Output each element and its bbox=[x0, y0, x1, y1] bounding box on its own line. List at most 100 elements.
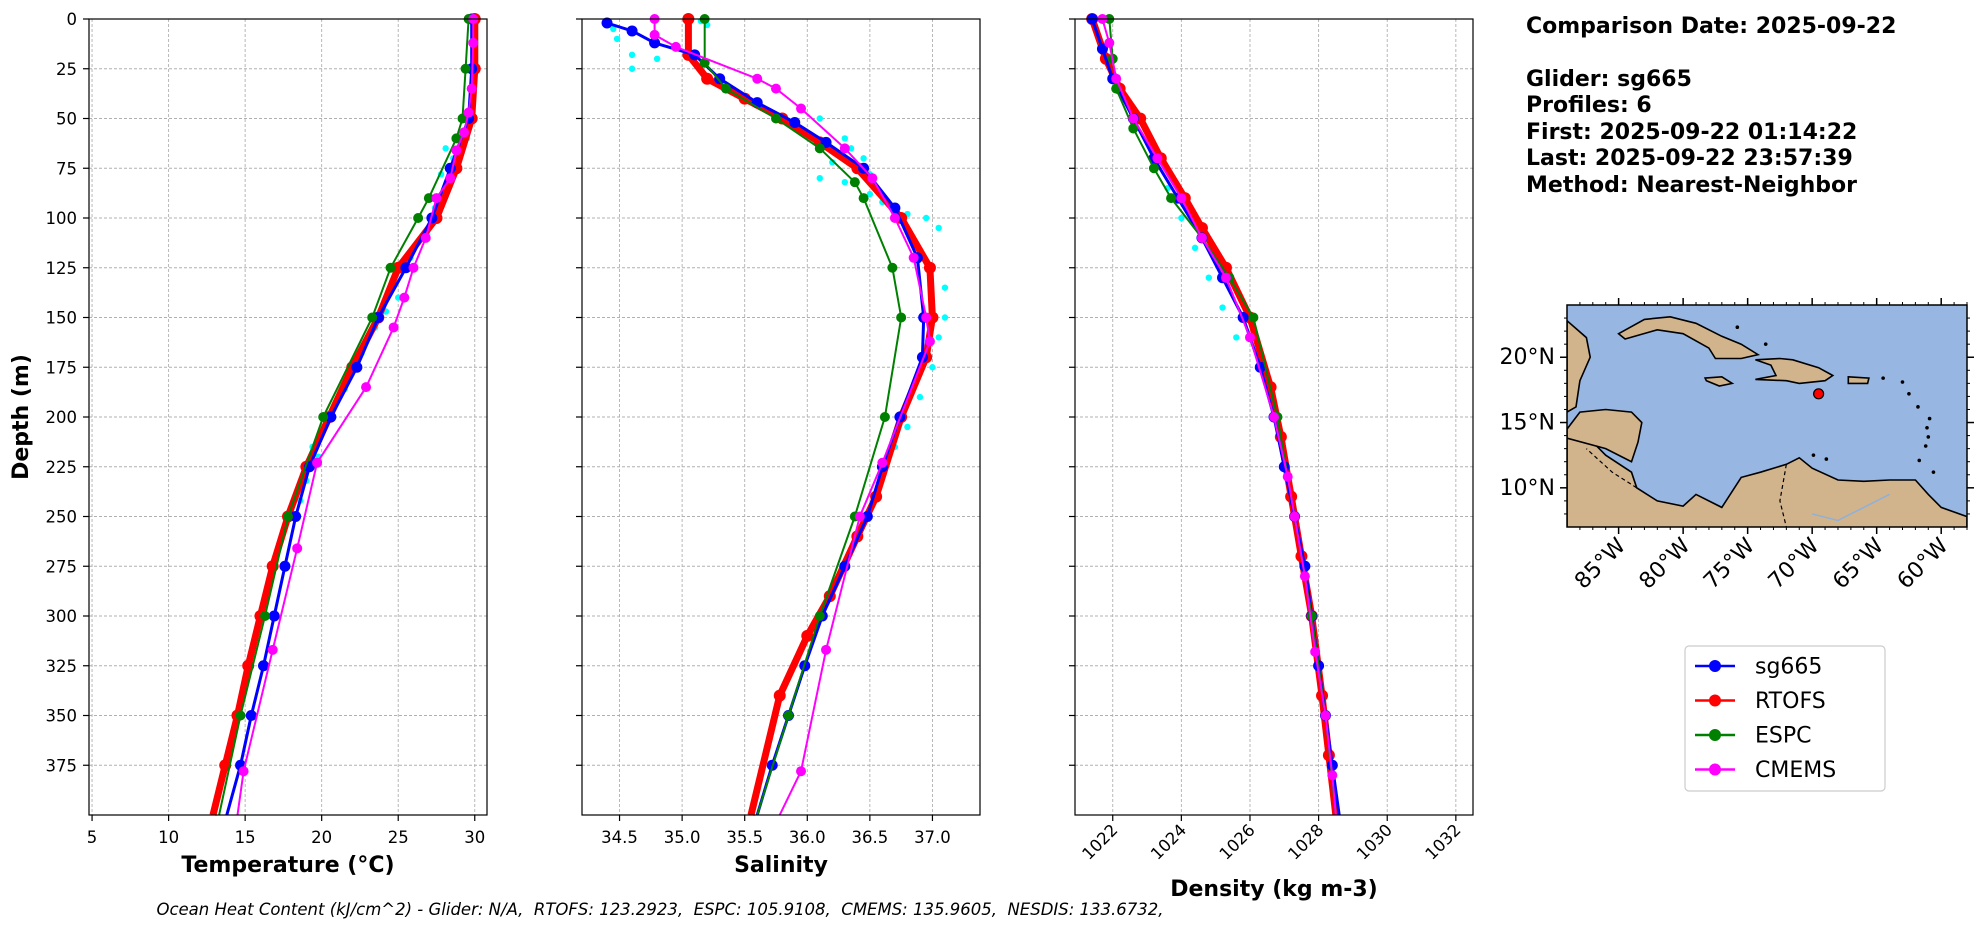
point-cmems bbox=[889, 213, 900, 223]
x-tick-label: 35.5 bbox=[726, 828, 763, 847]
scatter-point bbox=[628, 51, 636, 59]
point-sg665 bbox=[245, 710, 257, 721]
legend-label: RTOFS bbox=[1755, 689, 1826, 714]
island bbox=[1763, 342, 1768, 346]
point-cmems bbox=[388, 322, 399, 333]
y-axis bbox=[576, 18, 582, 766]
island bbox=[1881, 376, 1885, 380]
point-cmems bbox=[1152, 153, 1163, 164]
series-sg665 bbox=[1086, 13, 1341, 816]
lon-tick-label: 70°W bbox=[1764, 533, 1825, 594]
point-sg665 bbox=[714, 73, 726, 85]
scatter-point bbox=[866, 190, 874, 198]
point-sg665 bbox=[861, 511, 873, 522]
point-rtofs bbox=[801, 629, 814, 642]
point-espc bbox=[879, 412, 890, 422]
scatter-point bbox=[941, 314, 949, 321]
island bbox=[1931, 470, 1936, 474]
y-axis bbox=[1069, 18, 1075, 766]
land-yucatan bbox=[1567, 319, 1592, 414]
x-tick-label: 35.0 bbox=[664, 828, 701, 847]
legend-marker bbox=[1709, 660, 1721, 672]
river bbox=[1811, 493, 1890, 522]
point-cmems bbox=[821, 644, 832, 655]
first-profile-time: First: 2025-09-22 01:14:22 bbox=[1526, 119, 1858, 145]
point-rtofs bbox=[923, 261, 936, 274]
point-cmems bbox=[867, 173, 878, 184]
land bbox=[1567, 315, 1967, 527]
land-puerto-rico bbox=[1847, 375, 1870, 385]
x-tick-label: 1028 bbox=[1284, 820, 1327, 863]
y-tick-label: 150 bbox=[46, 309, 78, 328]
point-sg665 bbox=[789, 116, 801, 128]
raw-scatter bbox=[1150, 165, 1240, 341]
x-axis: 5 10 15 20 25 30 bbox=[87, 815, 485, 847]
point-cmems bbox=[466, 83, 477, 94]
point-cmems bbox=[796, 766, 807, 777]
border bbox=[1779, 464, 1787, 527]
point-espc bbox=[814, 143, 825, 154]
grid bbox=[89, 18, 487, 815]
point-espc bbox=[413, 213, 424, 223]
x-tick-label: 1032 bbox=[1422, 820, 1465, 863]
scatter-point bbox=[935, 224, 942, 232]
island bbox=[1900, 380, 1905, 384]
point-espc bbox=[367, 312, 378, 323]
y-tick-label: 250 bbox=[46, 508, 78, 527]
scatter-point bbox=[941, 284, 949, 291]
point-cmems bbox=[431, 193, 442, 204]
scatter-point bbox=[653, 55, 661, 62]
point-cmems bbox=[752, 73, 763, 84]
glider-position-marker bbox=[1813, 388, 1825, 400]
point-rtofs bbox=[1219, 261, 1232, 274]
comparison-date: Comparison Date: 2025-09-22 bbox=[1526, 14, 1897, 39]
y-tick-label: 175 bbox=[46, 358, 78, 377]
point-espc bbox=[423, 193, 434, 204]
point-cmems bbox=[649, 29, 660, 40]
island bbox=[1926, 435, 1931, 439]
scatter-point bbox=[935, 334, 942, 341]
point-cmems bbox=[1282, 471, 1293, 482]
panel-salinity: 34.5 35.0 35.5 36.0 36.5 37.0 Salinity bbox=[576, 13, 981, 878]
point-espc bbox=[235, 710, 246, 721]
legend-label: ESPC bbox=[1755, 724, 1812, 749]
island bbox=[1824, 457, 1829, 461]
lat-tick-label: 15°N bbox=[1500, 411, 1555, 436]
legend-item-espc: ESPC bbox=[1695, 724, 1812, 749]
legend-marker bbox=[1709, 763, 1721, 776]
scatter-point bbox=[610, 25, 617, 33]
point-cmems bbox=[796, 103, 807, 114]
point-sg665 bbox=[279, 560, 291, 572]
point-cmems bbox=[854, 511, 865, 522]
point-sg665 bbox=[1299, 560, 1311, 572]
series-espc bbox=[1104, 14, 1337, 816]
island bbox=[1916, 405, 1920, 409]
x-axis: 34.5 35.0 35.5 36.0 36.5 37.0 bbox=[601, 815, 951, 847]
y-tick-label: 300 bbox=[46, 607, 78, 626]
glider-name: Glider: sg665 bbox=[1526, 66, 1692, 92]
point-espc bbox=[858, 193, 869, 204]
lon-tick-label: 65°W bbox=[1828, 533, 1889, 594]
series-cmems bbox=[236, 14, 479, 816]
point-sg665 bbox=[258, 660, 270, 672]
point-cmems bbox=[238, 766, 249, 777]
y-tick-label: 50 bbox=[56, 110, 77, 129]
x-tick-label: 1026 bbox=[1216, 820, 1259, 863]
point-cmems bbox=[770, 83, 781, 94]
y-tick-label: 100 bbox=[46, 209, 78, 228]
point-cmems bbox=[924, 336, 935, 347]
point-cmems bbox=[312, 457, 323, 468]
land-south-central-america bbox=[1567, 434, 1967, 527]
point-cmems bbox=[1269, 412, 1279, 422]
point-cmems bbox=[1320, 710, 1331, 721]
point-cmems bbox=[1327, 770, 1338, 781]
x-axis-label: Temperature (°C) bbox=[181, 853, 394, 878]
scatter-point bbox=[816, 175, 823, 182]
series-espc bbox=[218, 14, 474, 816]
series-rtofs bbox=[1086, 13, 1340, 816]
point-espc bbox=[318, 412, 329, 422]
scatter-point bbox=[916, 393, 924, 401]
legend: sg665 RTOFS ESPC CMEMS bbox=[1684, 645, 1886, 792]
point-espc bbox=[814, 611, 825, 621]
scatter-point bbox=[1219, 304, 1226, 311]
